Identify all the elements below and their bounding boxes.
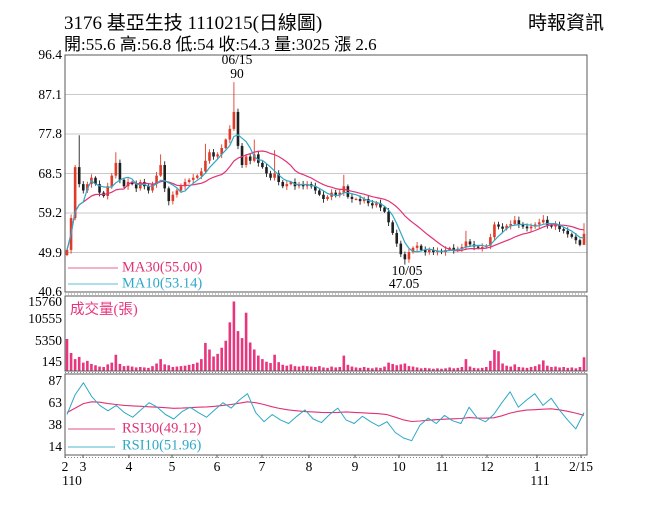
x-axis-year-label: 110 — [62, 473, 82, 488]
x-axis-month-label: 11 — [435, 459, 449, 474]
price-axis-tick-label: 49.9 — [38, 244, 62, 260]
volume-axis-tick-label: 10555 — [28, 311, 62, 326]
rsi-axis-tick-label: 38 — [48, 417, 63, 432]
ma10-legend-label: MA10(53.14) — [122, 275, 203, 292]
price-axis-tick-label: 77.8 — [38, 126, 62, 141]
x-axis-month-label: 10 — [392, 459, 406, 474]
price-axis-tick-label: 59.2 — [38, 205, 62, 220]
x-axis-year-label: 111 — [530, 473, 550, 488]
x-axis-month-label: 12 — [480, 459, 494, 474]
volume-pane-title: 成交量(張) — [70, 302, 138, 318]
price-axis-tick-label: 87.1 — [38, 86, 62, 102]
x-axis-month-label: 2 — [61, 459, 69, 474]
rsi-axis-tick-label: 14 — [48, 439, 63, 454]
rsi30-legend-label: RSI30(49.12) — [122, 420, 202, 437]
price-axis-tick-label: 96.4 — [38, 47, 62, 62]
trough-price-annotation: 47.05 — [388, 276, 420, 291]
trough-date-annotation: 10/05 — [391, 263, 423, 278]
peak-date-annotation: 06/15 — [221, 52, 253, 67]
x-axis-month-label: 4 — [125, 459, 133, 474]
x-axis-month-label: 2/15 — [568, 459, 594, 474]
volume-axis-tick-label: 15760 — [28, 294, 62, 309]
price-axis-tick-label: 40.6 — [38, 284, 62, 299]
x-axis-month-label: 1 — [533, 459, 541, 474]
x-axis-month-label: 9 — [351, 459, 359, 474]
volume-axis-tick-label: 145 — [41, 354, 62, 369]
chart-title: 3176 基亞生技 1110215(日線圖) — [64, 13, 323, 34]
ohlc-summary: 開:55.6 高:56.8 低:54 收:54.3 量:3025 漲 2.6 — [64, 35, 377, 54]
ma30-legend-label: MA30(55.00) — [122, 259, 203, 276]
rsi-axis-tick-label: 87 — [48, 373, 63, 388]
peak-price-annotation: 90 — [230, 66, 244, 81]
data-source-label: 時報資訊 — [527, 13, 604, 34]
x-axis-month-label: 5 — [168, 459, 176, 474]
price-axis-tick-label: 68.5 — [38, 165, 62, 181]
x-axis-month-label: 3 — [79, 459, 87, 474]
rsi-axis-tick-label: 63 — [48, 395, 63, 410]
x-axis-month-label: 7 — [258, 459, 266, 474]
volume-axis-tick-label: 5350 — [35, 333, 62, 348]
rsi10-legend-label: RSI10(51.96) — [122, 437, 202, 454]
x-axis-month-label: 8 — [305, 459, 313, 474]
x-axis-month-label: 6 — [213, 459, 221, 474]
